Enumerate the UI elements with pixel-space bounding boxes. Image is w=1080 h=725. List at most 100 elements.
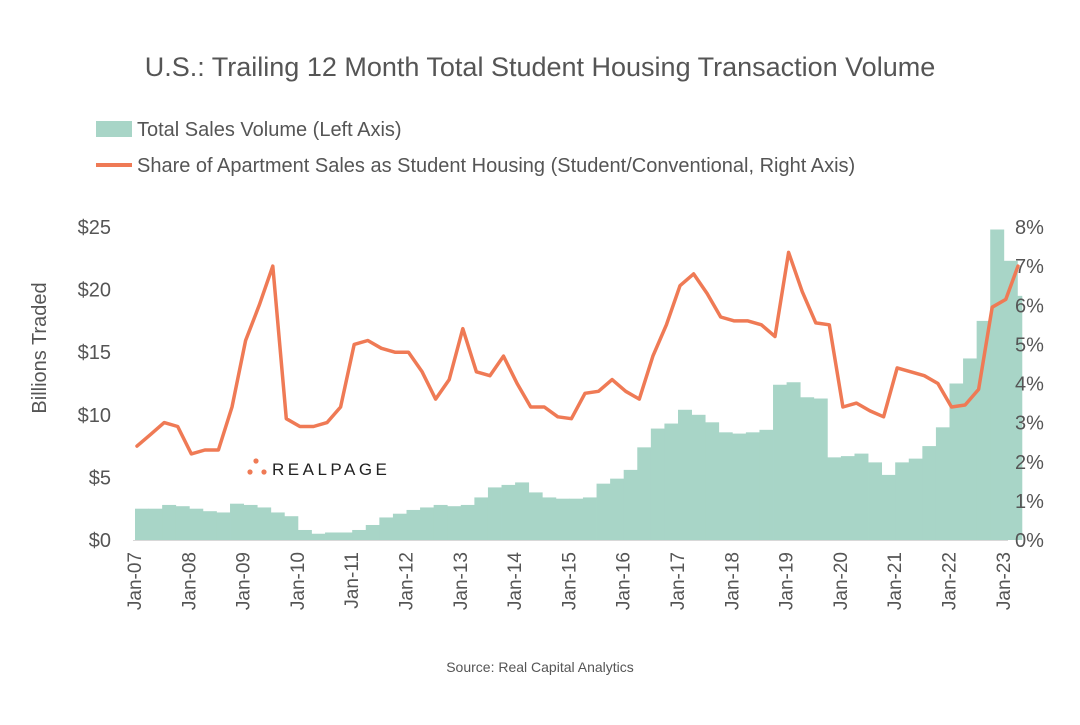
source-note: Source: Real Capital Analytics	[446, 659, 634, 675]
x-tick-label: Jan-09	[234, 552, 255, 610]
legend-label-bars: Total Sales Volume (Left Axis)	[137, 119, 402, 141]
x-tick-label: Jan-08	[179, 552, 200, 610]
bar	[339, 532, 353, 540]
bar	[909, 459, 923, 540]
bar	[597, 484, 611, 540]
bar	[692, 415, 706, 540]
bar	[352, 530, 366, 540]
bar	[827, 457, 841, 540]
bar	[814, 399, 828, 540]
y-tick-label: $10	[78, 405, 111, 427]
bar	[841, 456, 855, 540]
bar	[922, 446, 936, 540]
x-tick-label: Jan-11	[342, 552, 363, 609]
x-tick-label: Jan-17	[668, 552, 689, 610]
legend: Total Sales Volume (Left Axis) Share of …	[96, 119, 855, 177]
bar	[325, 532, 339, 540]
bar	[149, 509, 163, 540]
x-tick-label: Jan-15	[559, 552, 580, 610]
bar	[610, 479, 624, 540]
bar	[176, 506, 190, 540]
bar	[502, 485, 516, 540]
bar	[556, 499, 570, 540]
x-tick-label: Jan-19	[777, 552, 798, 610]
x-tick-label: Jan-20	[831, 552, 852, 610]
x-tick-label: Jan-13	[451, 552, 472, 610]
bar	[271, 512, 285, 540]
y2-tick-label: 2%	[1015, 452, 1044, 474]
bar	[773, 385, 787, 540]
bar	[624, 470, 638, 540]
bar	[746, 432, 760, 540]
bar	[393, 514, 407, 540]
bar	[379, 517, 393, 540]
bar	[963, 358, 977, 540]
bar	[447, 506, 461, 540]
bar	[162, 505, 176, 540]
y-tick-label: $5	[89, 467, 111, 489]
bar	[529, 492, 543, 540]
bar	[203, 511, 217, 540]
logo-dot	[253, 458, 258, 463]
bar	[311, 534, 325, 540]
right-axis-ticks: 0%1%2%3%4%5%6%7%8%	[1015, 217, 1044, 552]
bar	[434, 505, 448, 540]
y-tick-label: $0	[89, 530, 111, 552]
chart-title: U.S.: Trailing 12 Month Total Student Ho…	[145, 52, 935, 82]
bar	[244, 505, 258, 540]
y-tick-label: $25	[78, 217, 111, 239]
bar	[651, 429, 665, 540]
bar	[488, 487, 502, 540]
bar	[732, 434, 746, 540]
y2-tick-label: 0%	[1015, 530, 1044, 552]
y2-tick-label: 7%	[1015, 256, 1044, 278]
line-series	[137, 252, 1018, 454]
bar	[515, 482, 529, 540]
logo-dot	[247, 469, 252, 474]
y2-tick-label: 4%	[1015, 374, 1044, 396]
bar	[420, 507, 434, 540]
y-axis-label: Billions Traded	[29, 282, 51, 413]
bar	[882, 475, 896, 540]
x-tick-label: Jan-18	[722, 552, 743, 610]
bar	[366, 525, 380, 540]
y-tick-label: $20	[78, 280, 111, 302]
bar	[257, 507, 271, 540]
bar	[854, 454, 868, 540]
x-tick-label: Jan-10	[288, 552, 309, 610]
bar	[216, 512, 230, 540]
y2-tick-label: 8%	[1015, 217, 1044, 239]
y-tick-label: $15	[78, 342, 111, 364]
bar	[461, 505, 475, 540]
x-tick-label: Jan-16	[614, 552, 635, 610]
realpage-logo: REALPAGE	[247, 458, 390, 479]
y2-tick-label: 6%	[1015, 295, 1044, 317]
bar	[936, 427, 950, 540]
x-tick-label: Jan-14	[505, 552, 526, 611]
y2-tick-label: 5%	[1015, 334, 1044, 356]
bar	[407, 510, 421, 540]
bar	[800, 397, 814, 540]
bar	[719, 432, 733, 540]
y2-tick-label: 3%	[1015, 413, 1044, 435]
bar	[787, 382, 801, 540]
bar	[230, 504, 244, 540]
legend-swatch-bars	[96, 121, 132, 137]
share-line	[137, 252, 1018, 454]
bar	[759, 430, 773, 540]
logo-text: REALPAGE	[272, 460, 390, 479]
x-tick-label: Jan-22	[940, 552, 961, 610]
bar	[298, 530, 312, 540]
x-tick-label: Jan-23	[994, 552, 1015, 610]
bar	[284, 516, 298, 540]
bar	[637, 447, 651, 540]
bar	[569, 499, 583, 540]
bar	[895, 462, 909, 540]
bar	[474, 497, 488, 540]
bar	[542, 497, 556, 540]
bar	[189, 509, 203, 540]
x-tick-label: Jan-21	[885, 552, 906, 610]
bar	[664, 424, 678, 540]
